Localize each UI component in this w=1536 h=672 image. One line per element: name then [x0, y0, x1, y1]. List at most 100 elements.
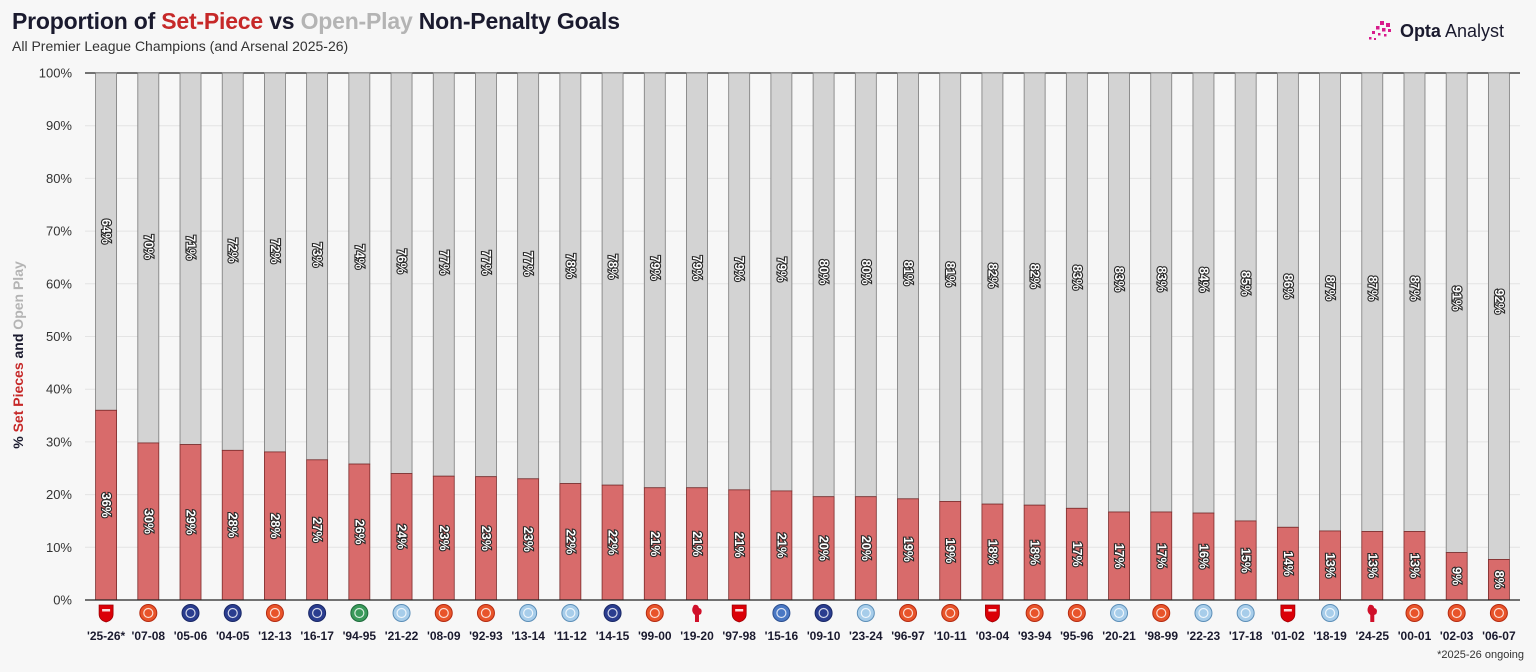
setpiece-data-label: 13%	[1323, 553, 1337, 578]
man-city-icon	[1236, 604, 1255, 622]
arsenal-icon	[731, 604, 747, 623]
openplay-bar	[1319, 72, 1341, 532]
man-city-icon	[856, 604, 875, 622]
badge-detail	[354, 607, 365, 619]
badge-detail	[396, 607, 407, 619]
chelsea-icon	[308, 604, 327, 622]
setpiece-data-label: 17%	[1070, 542, 1084, 567]
setpiece-data-label: 23%	[521, 527, 535, 552]
badge-shape	[1405, 604, 1424, 622]
badge-shape	[223, 604, 242, 622]
badge-detail	[1409, 607, 1420, 619]
x-tick-label: '24-25	[1356, 629, 1390, 643]
setpiece-data-label: 36%	[99, 493, 113, 518]
chelsea-icon	[814, 604, 833, 622]
man-utd-icon	[1489, 604, 1508, 622]
y-tick-label: 80%	[46, 171, 72, 186]
openplay-data-label: 82%	[1028, 264, 1042, 289]
openplay-data-label: 73%	[310, 242, 324, 267]
openplay-bar	[812, 72, 835, 498]
badge-shape	[1067, 604, 1086, 622]
badge-detail	[1071, 607, 1082, 619]
badge-shape	[772, 604, 791, 622]
badge-shape	[98, 604, 114, 623]
openplay-data-label: 87%	[1407, 276, 1421, 301]
badge-detail	[1324, 607, 1336, 619]
setpiece-data-label: 23%	[437, 526, 451, 551]
badge-detail	[1451, 607, 1462, 619]
leicester-icon	[772, 604, 791, 622]
openplay-data-label: 79%	[690, 255, 704, 280]
badge-shape	[392, 604, 411, 622]
setpiece-data-label: 29%	[184, 510, 198, 535]
openplay-data-label: 71%	[184, 235, 198, 260]
badge-shape	[561, 604, 580, 622]
badge-detail	[945, 607, 956, 619]
openplay-data-label: 79%	[774, 257, 788, 282]
y-tick-label: 60%	[46, 276, 72, 291]
badge-detail	[1029, 607, 1040, 619]
setpiece-data-label: 26%	[352, 520, 366, 545]
openplay-bar	[1361, 72, 1384, 532]
x-tick-label: '97-98	[722, 629, 756, 643]
blackburn-icon	[350, 604, 369, 622]
openplay-data-label: 72%	[226, 238, 240, 263]
y-tick-label: 100%	[39, 66, 73, 81]
man-utd-icon	[1152, 604, 1171, 622]
badge-detail	[776, 607, 787, 619]
badge-detail	[269, 607, 281, 619]
man-utd-icon	[1405, 604, 1424, 622]
setpiece-data-label: 22%	[606, 530, 620, 555]
badge-detail	[735, 609, 744, 612]
badge-shape	[814, 604, 833, 622]
x-tick-label: '04-05	[216, 629, 250, 643]
setpiece-data-label: 16%	[1196, 544, 1210, 569]
chelsea-icon	[181, 604, 200, 622]
badge-shape	[1110, 604, 1129, 622]
badge-detail	[607, 607, 618, 619]
opta-analyst-logo: Opta Analyst	[1368, 20, 1504, 42]
badge-detail	[1283, 609, 1292, 612]
x-tick-label: '07-08	[132, 629, 166, 643]
openplay-data-label: 86%	[1281, 274, 1295, 299]
badge-detail	[988, 609, 997, 612]
arsenal-icon	[98, 604, 114, 623]
setpiece-data-label: 21%	[690, 531, 704, 556]
openplay-data-label: 92%	[1492, 289, 1506, 314]
x-tick-label: '21-22	[385, 629, 419, 643]
openplay-bar	[1234, 72, 1257, 522]
setpiece-data-label: 28%	[226, 513, 240, 538]
man-city-icon	[392, 604, 411, 622]
badge-detail	[102, 609, 111, 612]
setpiece-data-label: 21%	[732, 532, 746, 557]
openplay-bar	[1150, 72, 1173, 513]
setpiece-data-label: 27%	[310, 517, 324, 542]
badge-shape	[350, 604, 369, 622]
openplay-data-label: 72%	[268, 239, 282, 264]
y-tick-label: 50%	[46, 329, 72, 344]
badge-detail	[523, 607, 534, 619]
openplay-data-label: 64%	[99, 219, 113, 244]
liverpool-icon	[1367, 604, 1377, 622]
openplay-data-label: 87%	[1323, 276, 1337, 301]
openplay-data-label: 80%	[859, 260, 873, 285]
y-tick-label: 70%	[46, 224, 72, 239]
openplay-data-label: 80%	[817, 260, 831, 285]
badge-shape	[308, 604, 327, 622]
setpiece-data-label: 18%	[1028, 540, 1042, 565]
openplay-data-label: 84%	[1196, 267, 1210, 292]
badge-detail	[480, 607, 492, 619]
badge-shape	[1025, 604, 1044, 622]
x-tick-label: '08-09	[427, 629, 461, 643]
openplay-data-label: 70%	[141, 234, 155, 259]
openplay-data-label: 78%	[606, 254, 620, 279]
setpiece-data-label: 28%	[268, 513, 282, 538]
badge-detail	[565, 607, 576, 619]
arsenal-icon	[1280, 604, 1296, 623]
opta-analyst-wordmark: Opta Analyst	[1400, 21, 1504, 42]
openplay-bar	[1023, 72, 1046, 506]
badge-shape	[603, 604, 622, 622]
badge-shape	[139, 604, 158, 622]
title-vs: vs	[263, 8, 301, 34]
openplay-data-label: 79%	[648, 255, 662, 280]
